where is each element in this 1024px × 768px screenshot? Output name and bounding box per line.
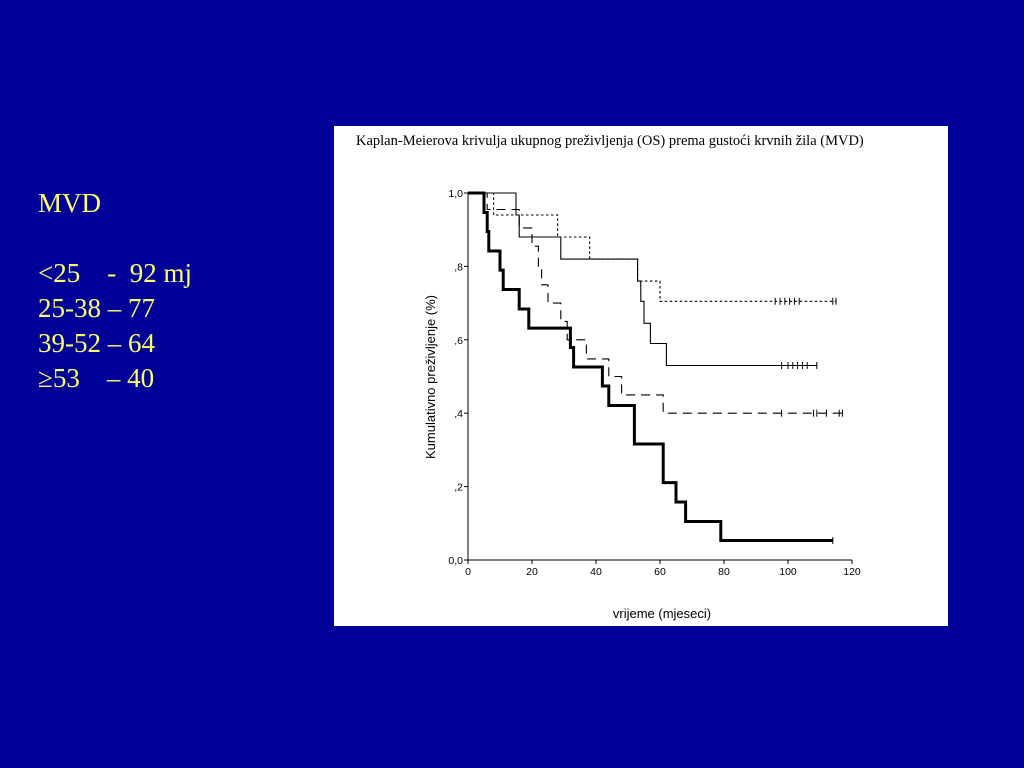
y-tick-label: 1,0 — [448, 188, 463, 200]
x-tick-label: 80 — [718, 566, 730, 578]
survival-curve-solid-thick — [468, 191, 834, 545]
y-tick-label: ,4 — [454, 408, 463, 420]
legend-spacer — [38, 221, 192, 256]
y-axis-title: Kumulativno preživljenje (%) — [423, 295, 438, 459]
legend-heading: MVD — [38, 188, 102, 218]
survival-step-line — [468, 192, 836, 302]
survival-curve-dashed — [468, 192, 843, 417]
survival-curve-dotted — [468, 192, 837, 305]
axes: 0,0 ,2 ,4 ,6 ,8 1,0 0 20 40 60 80 100 120 — [448, 188, 861, 578]
x-tick-label: 40 — [590, 566, 602, 578]
survival-curve-solid-thin — [468, 192, 818, 369]
x-tick-label: 20 — [526, 566, 538, 578]
survival-step-line — [468, 191, 833, 542]
survival-step-line — [468, 192, 843, 414]
y-tick-label: 0,0 — [448, 555, 463, 567]
survival-step-line — [468, 192, 817, 367]
x-tick-label: 60 — [654, 566, 666, 578]
legend-line-25-38: 25-38 – 77 — [38, 293, 155, 323]
x-tick-label: 120 — [843, 566, 861, 578]
x-tick-label: 100 — [779, 566, 797, 578]
legend-line-lt25: <25 - 92 mj — [38, 258, 192, 288]
x-axis-title: vrijeme (mjeseci) — [613, 606, 711, 621]
y-tick-label: ,6 — [454, 335, 463, 347]
series-group — [468, 191, 843, 545]
kaplan-meier-chart: Kaplan-Meierova krivulja ukupnog preživl… — [334, 126, 948, 626]
chart-svg: Kaplan-Meierova krivulja ukupnog preživl… — [356, 133, 864, 621]
legend-line-39-52: 39-52 – 64 — [38, 328, 155, 358]
chart-title: Kaplan-Meierova krivulja ukupnog preživl… — [356, 133, 864, 149]
mvd-legend: MVD <25 - 92 mj 25-38 – 77 39-52 – 64 ≥5… — [38, 186, 192, 396]
x-tick-label: 0 — [465, 566, 471, 578]
y-tick-label: ,8 — [454, 261, 463, 273]
legend-line-ge53: ≥53 – 40 — [38, 363, 155, 393]
y-tick-label: ,2 — [454, 482, 463, 494]
